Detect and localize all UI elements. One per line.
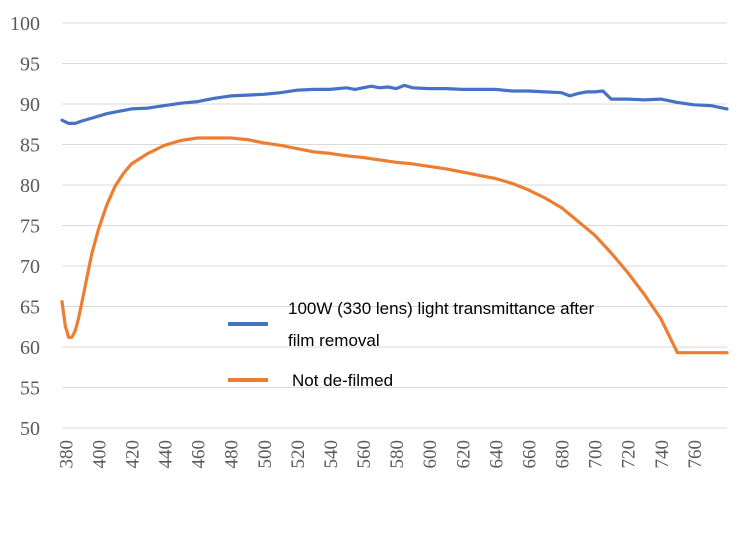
y-tick-label: 100 [10,13,40,35]
y-tick-label: 70 [20,256,40,278]
legend-label-transmittance-line1: 100W (330 lens) light transmittance afte… [288,299,594,318]
x-tick-label: 520 [288,440,309,469]
series-lines [60,83,729,355]
x-tick-label: 560 [354,440,375,469]
x-tick-label: 600 [420,440,441,469]
x-tick-label: 680 [553,440,574,469]
y-tick-label: 80 [20,175,40,197]
x-tick-label: 380 [56,440,77,469]
y-axis-ticks: 50 55 60 65 70 75 80 85 90 95 100 [10,13,40,440]
gridlines [62,22,727,429]
x-tick-label: 700 [586,440,607,469]
y-tick-label: 60 [20,337,40,359]
y-tick-label: 85 [20,135,40,157]
y-tick-label: 75 [20,216,40,238]
legend: 100W (330 lens) light transmittance afte… [228,299,594,390]
x-tick-label: 580 [387,440,408,469]
x-tick-label: 480 [222,440,243,469]
x-tick-label: 720 [619,440,640,469]
x-tick-label: 760 [685,440,706,469]
x-tick-label: 420 [122,440,143,469]
x-tick-label: 540 [321,440,342,469]
x-axis-ticks: 380 400 420 440 460 480 500 520 540 560 580 600 620 6… [56,440,706,469]
y-tick-label: 90 [20,94,40,116]
x-tick-label: 660 [519,440,540,469]
x-tick-label: 460 [189,440,210,469]
y-tick-label: 65 [20,297,40,319]
x-tick-label: 500 [255,440,276,469]
x-tick-label: 640 [486,440,507,469]
x-tick-label: 440 [156,440,177,469]
legend-label-transmittance-line2: film removal [288,331,380,350]
x-tick-label: 740 [652,440,673,469]
y-tick-label: 95 [20,54,40,76]
y-tick-label: 55 [20,378,40,400]
series-line-not-de-filmed [60,136,729,355]
x-tick-label: 620 [453,440,474,469]
y-tick-label: 50 [20,418,40,440]
legend-label-not-de-filmed: Not de-filmed [292,371,393,390]
x-tick-label: 400 [89,440,110,469]
series-line-transmittance-after-removal [60,83,729,126]
